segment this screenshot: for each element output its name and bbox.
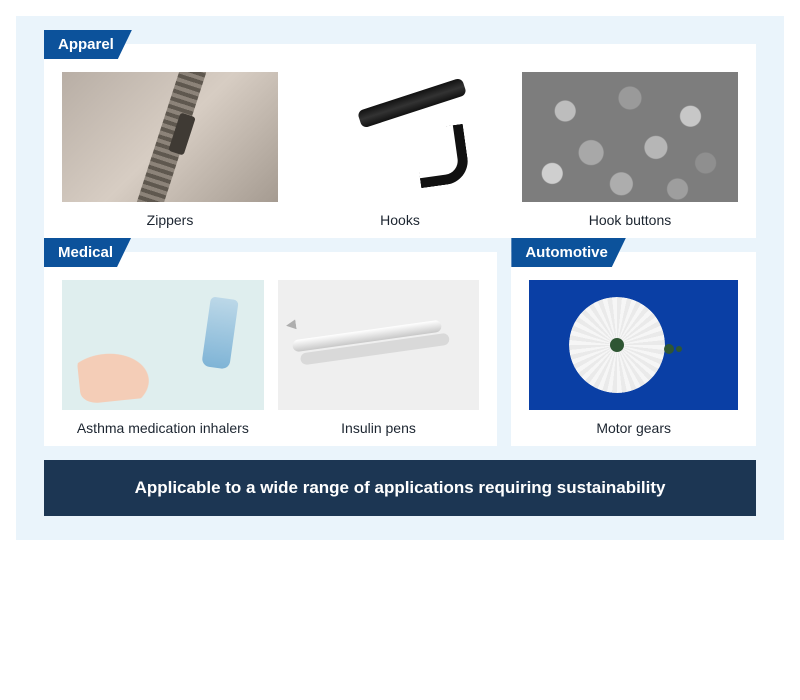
item-hooks: Hooks bbox=[292, 72, 508, 228]
section-tag-automotive: Automotive bbox=[511, 238, 626, 267]
zipper-photo bbox=[62, 72, 278, 202]
hook-photo bbox=[292, 72, 508, 202]
content-panel: Apparel Zippers Hooks Hook buttons Medic… bbox=[16, 16, 784, 540]
section-tag-medical: Medical bbox=[44, 238, 131, 267]
caption-insulin-pen: Insulin pens bbox=[341, 420, 416, 436]
caption-motor-gears: Motor gears bbox=[596, 420, 671, 436]
item-hook-buttons: Hook buttons bbox=[522, 72, 738, 228]
section-automotive: Automotive Motor gears bbox=[511, 252, 756, 446]
section-apparel: Apparel Zippers Hooks Hook buttons bbox=[44, 44, 756, 238]
item-insulin-pen: Insulin pens bbox=[278, 280, 480, 436]
medical-row: Asthma medication inhalers Insulin pens bbox=[62, 280, 479, 436]
insulin-pen-photo bbox=[278, 280, 480, 410]
inhaler-photo bbox=[62, 280, 264, 410]
summary-banner: Applicable to a wide range of applicatio… bbox=[44, 460, 756, 516]
section-medical: Medical Asthma medication inhalers Insul… bbox=[44, 252, 497, 446]
item-motor-gears: Motor gears bbox=[529, 280, 738, 436]
caption-inhaler: Asthma medication inhalers bbox=[77, 420, 249, 436]
caption-hook-buttons: Hook buttons bbox=[589, 212, 672, 228]
gear-photo bbox=[529, 280, 738, 410]
caption-hooks: Hooks bbox=[380, 212, 420, 228]
item-inhaler: Asthma medication inhalers bbox=[62, 280, 264, 436]
section-tag-apparel: Apparel bbox=[44, 30, 132, 59]
automotive-row: Motor gears bbox=[529, 280, 738, 436]
apparel-row: Zippers Hooks Hook buttons bbox=[62, 72, 738, 228]
caption-zippers: Zippers bbox=[147, 212, 194, 228]
snap-buttons-photo bbox=[522, 72, 738, 202]
item-zippers: Zippers bbox=[62, 72, 278, 228]
lower-row: Medical Asthma medication inhalers Insul… bbox=[44, 252, 756, 446]
